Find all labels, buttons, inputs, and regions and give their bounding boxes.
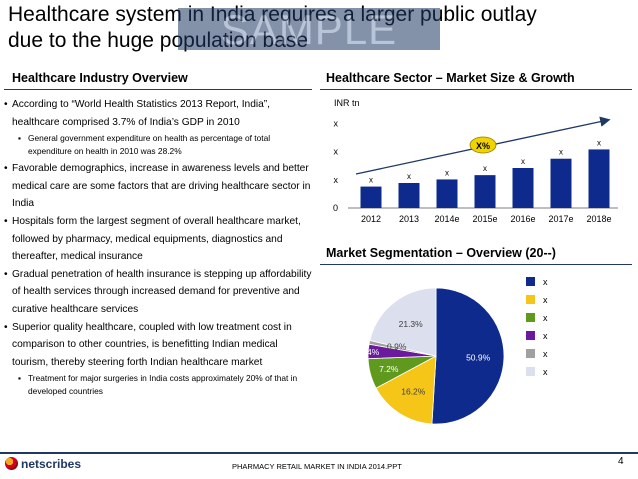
legend-swatch xyxy=(526,331,535,340)
pie-slice xyxy=(369,287,437,357)
legend-entry: x xyxy=(526,293,566,307)
bar-value-label: x xyxy=(521,157,525,166)
x-tick-label: 2015e xyxy=(472,214,497,224)
bullet-gdp-share: According to “World Health Statistics 20… xyxy=(4,96,314,131)
logo-mark-icon xyxy=(5,457,18,471)
bullet-hospitals: Hospitals form the largest segment of ov… xyxy=(4,213,314,266)
legend-label: x xyxy=(543,313,548,323)
bar-2013 xyxy=(398,183,420,208)
pie-value-label: 7.2% xyxy=(379,364,399,374)
y-axis-ticks: 0 x x x xyxy=(333,118,339,213)
pie-slice xyxy=(375,355,437,425)
segmentation-rule xyxy=(320,264,632,265)
legend-swatch xyxy=(526,313,535,322)
left-heading-rule xyxy=(4,89,312,90)
market-size-chart: INR tn 0 x x x x 2012 x 2013 x 2014e x 2015e x 2016e… xyxy=(333,98,618,224)
pie-value-label: 21.3% xyxy=(399,319,424,329)
pie-labels: 50.9% 16.2% 7.2% 3.4% 0.9% 21.3% xyxy=(360,319,491,396)
bar-2017e xyxy=(550,158,572,208)
logo-wordmark: netscribes xyxy=(21,456,82,471)
bar-2014e xyxy=(436,179,458,208)
y-tick-label: x xyxy=(334,147,339,157)
sample-watermark: SAMPLE xyxy=(178,8,440,52)
legend-entry: x xyxy=(526,311,566,325)
pie-value-label: 50.9% xyxy=(466,352,491,362)
legend-label: x xyxy=(543,277,548,287)
sub-bullet-govt-expenditure: General government expenditure on health… xyxy=(4,132,314,157)
bar-value-label: x xyxy=(369,176,373,185)
legend-entry: x xyxy=(526,329,566,343)
footer-document-name: PHARMACY RETAIL MARKET IN INDIA 2014.PPT xyxy=(232,462,402,471)
segmentation-heading: Market Segmentation – Overview (20--) xyxy=(326,246,556,260)
x-tick-label: 2012 xyxy=(361,214,381,224)
growth-badge-label: X% xyxy=(476,141,490,151)
x-tick-label: 2017e xyxy=(548,214,573,224)
market-size-heading: Healthcare Sector – Market Size & Growth xyxy=(326,71,575,85)
bar-2012 xyxy=(360,186,382,208)
pie-slice xyxy=(431,287,505,425)
legend-label: x xyxy=(543,349,548,359)
sub-bullet-surgery-cost: Treatment for major surgeries in India c… xyxy=(4,372,314,397)
legend-swatch xyxy=(526,349,535,358)
footer-rule xyxy=(0,452,638,454)
bar-value-label: x xyxy=(445,168,449,177)
pie-value-label: 3.4% xyxy=(360,347,380,357)
legend-swatch xyxy=(526,277,535,286)
legend-entry: x xyxy=(526,365,566,379)
legend-label: x xyxy=(543,367,548,377)
y-axis-unit-label: INR tn xyxy=(334,98,360,108)
pie-slices xyxy=(367,287,505,425)
overview-bullets: According to “World Health Statistics 20… xyxy=(4,96,314,400)
legend-swatch xyxy=(526,367,535,376)
bullet-demographics: Favorable demographics, increase in awar… xyxy=(4,160,314,213)
legend-label: x xyxy=(543,295,548,305)
bar-value-label: x xyxy=(483,164,487,173)
pie-value-label: 0.9% xyxy=(387,342,407,352)
bullet-medical-tourism: Superior quality healthcare, coupled wit… xyxy=(4,319,314,372)
bar-value-label: x xyxy=(597,138,601,147)
y-tick-label: x xyxy=(334,118,339,128)
legend-entry: x xyxy=(526,347,566,361)
bar-value-label: x xyxy=(407,172,411,181)
x-tick-label: 2016e xyxy=(510,214,535,224)
bar-2018e xyxy=(588,149,610,208)
left-section-heading: Healthcare Industry Overview xyxy=(12,71,188,85)
segmentation-pie-chart: 50.9% 16.2% 7.2% 3.4% 0.9% 21.3% xyxy=(360,287,505,425)
bar-series: x 2012 x 2013 x 2014e x 2015e x 2016e x 2017e x 2018e xyxy=(360,138,612,224)
x-tick-label: 2018e xyxy=(586,214,611,224)
bar-value-label: x xyxy=(559,148,563,157)
page-number: 4 xyxy=(618,456,624,467)
growth-badge xyxy=(469,136,497,154)
x-tick-label: 2013 xyxy=(399,214,419,224)
bar-2015e xyxy=(474,175,496,208)
legend-entry: x xyxy=(526,275,566,289)
y-tick-label: 0 xyxy=(333,203,338,213)
x-tick-label: 2014e xyxy=(434,214,459,224)
bullet-insurance: Gradual penetration of health insurance … xyxy=(4,266,314,319)
pie-value-label: 16.2% xyxy=(401,387,426,397)
legend-swatch xyxy=(526,295,535,304)
bar-2016e xyxy=(512,168,534,208)
y-tick-label: x xyxy=(334,175,339,185)
market-size-rule xyxy=(320,89,632,90)
legend-label: x xyxy=(543,331,548,341)
netscribes-logo: netscribes xyxy=(5,455,81,473)
